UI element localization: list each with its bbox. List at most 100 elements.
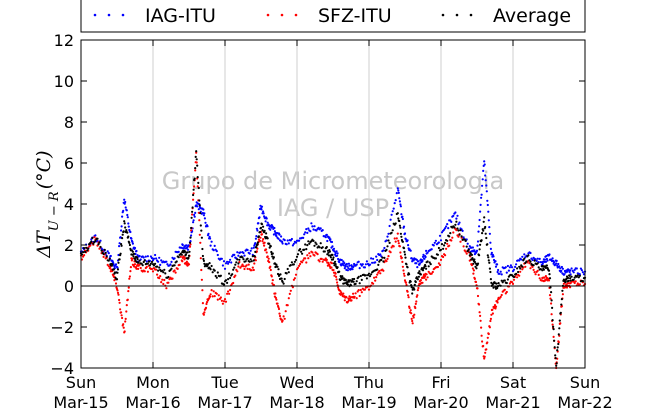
- data-point: [200, 236, 203, 239]
- data-point: [319, 227, 322, 230]
- legend: IAG-ITU SFZ-ITU Average: [80, 0, 586, 33]
- data-point: [116, 266, 119, 269]
- data-point: [332, 268, 335, 272]
- data-point: [581, 280, 585, 283]
- data-point: [550, 313, 553, 316]
- data-point: [410, 312, 413, 315]
- data-point: [438, 263, 442, 267]
- data-point: [338, 261, 341, 264]
- data-point: [241, 263, 244, 266]
- data-point: [479, 314, 482, 317]
- data-point: [299, 262, 302, 266]
- data-point: [199, 212, 202, 215]
- data-point: [213, 269, 216, 272]
- data-point: [378, 269, 381, 273]
- data-point: [299, 248, 302, 251]
- data-point: [127, 286, 130, 289]
- data-point: [302, 236, 305, 239]
- data-point: [305, 261, 308, 264]
- data-point: [122, 326, 125, 329]
- data-point: [119, 308, 122, 311]
- data-point: [397, 242, 400, 245]
- data-point: [518, 265, 521, 268]
- data-point: [429, 263, 432, 266]
- data-point: [343, 299, 346, 302]
- data-point: [254, 259, 257, 262]
- data-point: [383, 246, 386, 250]
- data-point: [311, 225, 314, 228]
- data-point: [209, 293, 212, 296]
- data-point: [450, 239, 453, 242]
- data-point: [237, 254, 240, 257]
- data-point: [358, 282, 361, 285]
- data-point: [342, 264, 345, 267]
- data-point: [414, 280, 417, 284]
- data-point: [424, 255, 427, 259]
- data-point: [401, 240, 404, 243]
- data-point: [270, 250, 273, 254]
- data-point: [243, 267, 246, 271]
- data-point: [363, 288, 366, 291]
- data-point: [460, 235, 463, 238]
- data-point: [202, 259, 205, 262]
- data-point: [427, 265, 430, 268]
- data-point: [292, 263, 295, 266]
- data-point: [104, 251, 107, 254]
- data-point: [425, 249, 428, 252]
- data-point: [573, 281, 576, 285]
- data-point: [253, 262, 256, 265]
- data-point: [557, 341, 560, 344]
- x-tick-label-date: Mar-16: [125, 393, 180, 409]
- data-point: [397, 189, 400, 192]
- data-point: [376, 258, 379, 262]
- data-point: [576, 274, 579, 277]
- data-point: [116, 271, 119, 274]
- x-tick-label-day: Thu: [353, 373, 384, 392]
- data-point: [483, 163, 486, 166]
- data-point: [330, 266, 333, 269]
- legend-label: IAG-ITU: [145, 5, 216, 27]
- data-point: [551, 306, 554, 309]
- data-point: [564, 281, 567, 284]
- data-point: [232, 281, 235, 285]
- data-point: [560, 303, 563, 306]
- data-point: [516, 267, 519, 270]
- data-point: [368, 263, 372, 266]
- data-point: [397, 239, 400, 242]
- data-point: [457, 235, 460, 238]
- data-point: [305, 248, 308, 251]
- data-point: [185, 260, 188, 263]
- data-point: [251, 266, 254, 269]
- data-point: [398, 200, 401, 203]
- data-point: [494, 305, 498, 308]
- data-point: [334, 251, 337, 255]
- data-point: [484, 179, 487, 182]
- data-point: [331, 253, 334, 256]
- data-point: [527, 254, 530, 257]
- data-point: [224, 279, 228, 282]
- data-point: [305, 228, 308, 231]
- data-point: [109, 254, 112, 258]
- data-point: [507, 269, 510, 272]
- data-point: [512, 278, 516, 281]
- data-point: [192, 221, 195, 224]
- data-point: [537, 273, 540, 276]
- data-point: [555, 362, 558, 365]
- data-point: [243, 254, 246, 257]
- data-point: [162, 282, 165, 286]
- data-point: [102, 252, 105, 256]
- y-tick-label: −4: [50, 359, 74, 378]
- data-point: [290, 237, 293, 241]
- data-point: [437, 262, 440, 265]
- data-point: [245, 264, 248, 267]
- data-point: [277, 237, 280, 240]
- data-point: [165, 287, 168, 290]
- data-point: [250, 247, 253, 250]
- data-point: [196, 176, 199, 179]
- data-point: [181, 260, 184, 263]
- data-point: [152, 264, 156, 267]
- data-point: [145, 260, 148, 263]
- data-point: [236, 251, 239, 254]
- data-point: [569, 277, 572, 280]
- data-point: [210, 264, 213, 268]
